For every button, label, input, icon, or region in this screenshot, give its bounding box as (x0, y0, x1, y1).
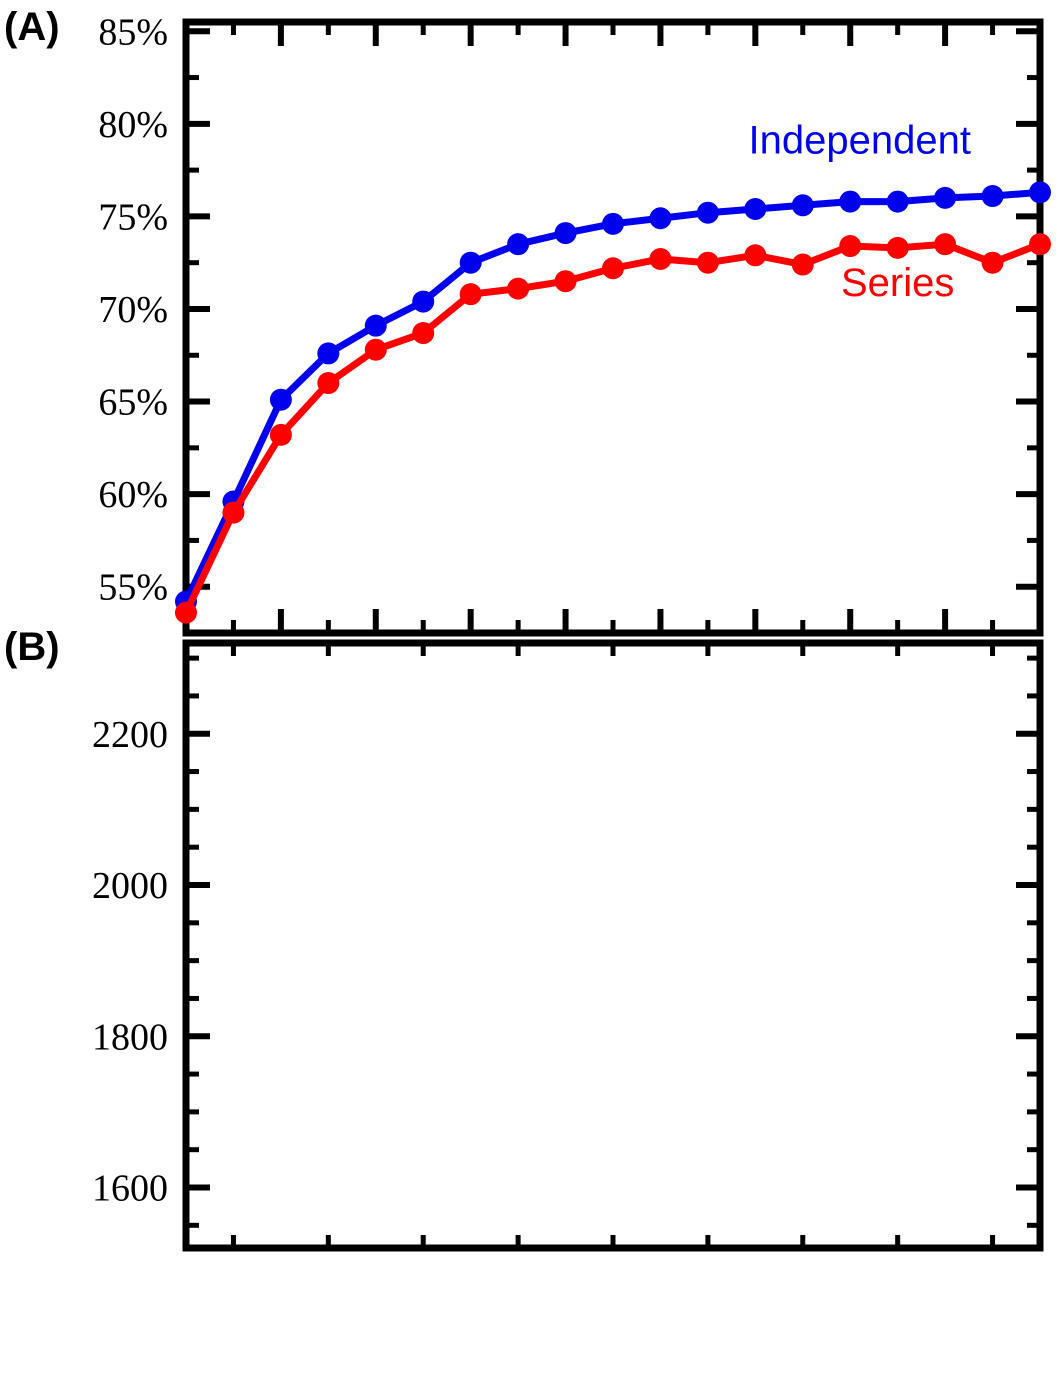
data-point-series (791, 253, 814, 276)
data-point-series (269, 423, 292, 446)
data-point-independent (554, 222, 577, 245)
annotation-series: Series (841, 261, 954, 305)
data-point-independent (696, 201, 719, 224)
data-point-series (175, 601, 197, 624)
panel-a-frame (182, 18, 1044, 637)
data-point-independent (412, 290, 435, 313)
data-point-independent (744, 198, 767, 220)
data-point-series (412, 322, 435, 345)
data-point-independent (317, 342, 340, 365)
y-tick-label: 55% (98, 567, 168, 609)
y-tick-label: 60% (98, 474, 168, 516)
panel-b-tag: (B) (4, 625, 60, 669)
data-point-series (602, 257, 624, 280)
panel-a-tag: (A) (4, 5, 60, 49)
y-tick-label: 85% (98, 11, 168, 53)
data-point-independent (649, 207, 672, 230)
y-tick-label: 65% (98, 382, 168, 424)
data-point-series (839, 235, 862, 258)
data-point-series (649, 247, 672, 270)
panel-a: (A) 85% 80% 75% 70% 65% 60% 55% Independent Serie… (4, 5, 1051, 637)
data-point-series (507, 277, 530, 300)
data-point-independent (1029, 181, 1051, 204)
data-point-independent (791, 194, 814, 217)
data-point-independent (602, 212, 624, 235)
panel-b: (B) 2200 2000 1800 1600 (4, 625, 1044, 1252)
data-point-series (981, 251, 1004, 274)
y-tick-label: 2200 (92, 714, 168, 756)
data-point-independent (507, 233, 530, 256)
data-point-series (1029, 233, 1051, 256)
data-point-series (459, 283, 482, 306)
y-tick-label: 75% (98, 196, 168, 238)
data-point-series (222, 501, 245, 524)
panel-b-frame (182, 639, 1044, 1252)
data-point-independent (934, 186, 957, 209)
data-point-independent (269, 388, 292, 411)
data-point-series (554, 270, 577, 293)
data-point-independent (886, 190, 909, 213)
data-point-series (696, 251, 719, 274)
y-tick-label: 80% (98, 104, 168, 146)
annotation-independent: Independent (748, 118, 970, 162)
data-point-independent (981, 185, 1004, 208)
data-point-independent (364, 314, 387, 337)
y-tick-label: 70% (98, 289, 168, 331)
data-point-series (886, 236, 909, 259)
y-tick-label: 1600 (92, 1168, 168, 1210)
data-point-independent (839, 190, 862, 213)
data-point-series (317, 372, 340, 395)
data-point-series (364, 338, 387, 361)
data-point-series (744, 244, 767, 267)
data-point-independent (459, 251, 482, 274)
y-tick-label: 2000 (92, 865, 168, 907)
y-tick-label: 1800 (92, 1016, 168, 1058)
data-point-series (934, 233, 957, 256)
